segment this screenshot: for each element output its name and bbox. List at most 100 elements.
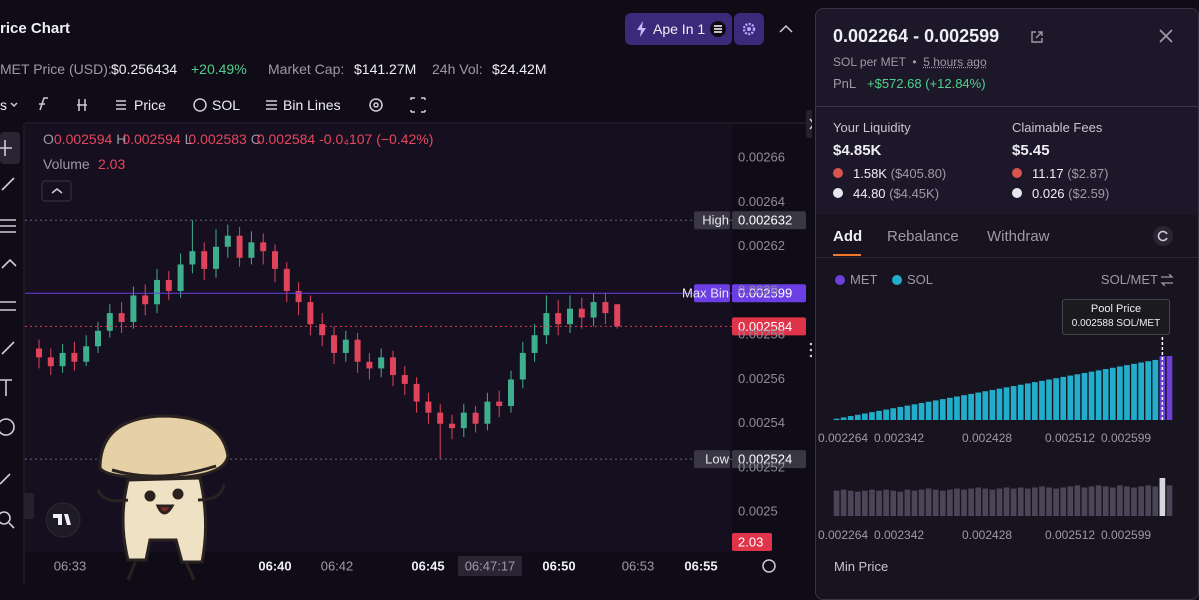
candle-body bbox=[378, 357, 385, 369]
candle-body bbox=[201, 251, 208, 269]
liquidity-bar bbox=[1032, 382, 1038, 420]
x-tick-label: 06:42 bbox=[321, 558, 354, 573]
liquidity-bar bbox=[968, 393, 974, 420]
candle-body bbox=[413, 383, 420, 402]
tooltip: Pool Price 0.002588 SOL/MET bbox=[1062, 299, 1170, 335]
refresh-button[interactable] bbox=[1153, 226, 1173, 246]
settings-button[interactable] bbox=[734, 13, 764, 45]
bin-bar bbox=[947, 489, 953, 516]
collapse-button[interactable] bbox=[41, 180, 72, 202]
legend-swatch bbox=[892, 275, 902, 285]
sol-icon bbox=[833, 188, 843, 198]
candle-body bbox=[307, 302, 314, 325]
price-change: +20.49% bbox=[191, 61, 247, 77]
bin-bar bbox=[1124, 486, 1130, 516]
candle-body bbox=[142, 295, 149, 305]
bin-bar bbox=[968, 488, 974, 516]
settings-icon[interactable] bbox=[762, 559, 776, 573]
external-link[interactable] bbox=[1030, 30, 1044, 44]
divider bbox=[816, 106, 1198, 107]
liquidity-bar bbox=[1003, 387, 1010, 420]
pool-price: 0.002588 SOL/MET bbox=[1071, 318, 1161, 329]
swap-icon[interactable] bbox=[1160, 274, 1174, 286]
drawing-toolbar[interactable] bbox=[0, 132, 20, 529]
y-tick-label: 0.0026 bbox=[738, 282, 778, 297]
tab[interactable]: Rebalance bbox=[887, 228, 959, 245]
candle-body bbox=[47, 357, 54, 367]
liquidity-bar bbox=[1145, 361, 1152, 420]
tab[interactable]: Withdraw bbox=[987, 228, 1050, 245]
candle-body bbox=[130, 295, 137, 322]
price-tag bbox=[732, 284, 806, 303]
candles bbox=[25, 219, 732, 460]
mascot bbox=[96, 414, 230, 581]
candle-body bbox=[283, 268, 290, 291]
tab[interactable]: Add bbox=[833, 228, 863, 245]
liquidity-bar bbox=[989, 389, 996, 420]
price-tag-value: 0.002632 bbox=[738, 213, 792, 228]
bin-bar bbox=[1117, 485, 1123, 516]
bin-bar bbox=[939, 490, 946, 516]
bin-bar bbox=[925, 488, 932, 516]
liquidity-bar bbox=[925, 401, 932, 420]
pool-price-label: Pool Price bbox=[1090, 303, 1142, 315]
price-tag-value: 0.002599 bbox=[738, 286, 792, 301]
l-label: L bbox=[184, 131, 193, 147]
candle-body bbox=[496, 401, 503, 407]
liquidity-bar bbox=[982, 391, 989, 420]
ohlc-legend: O0.002594 H0.002594 L0.002583 C0.002584 … bbox=[43, 130, 433, 148]
bin-bar bbox=[961, 489, 967, 516]
bin-bar bbox=[833, 490, 840, 516]
level-tag bbox=[694, 450, 730, 469]
bin-bar bbox=[1102, 486, 1109, 516]
bin-bar bbox=[954, 488, 960, 516]
candle-body bbox=[295, 290, 302, 303]
bin-lines-toggle[interactable]: Bin Lines bbox=[283, 97, 341, 113]
price-toggle[interactable]: Price bbox=[134, 97, 166, 113]
candle-body bbox=[106, 313, 113, 331]
x-tick-label: 0.002512 bbox=[1045, 528, 1095, 542]
candle-body bbox=[36, 348, 42, 358]
price-label: MET Price (USD): bbox=[0, 61, 112, 77]
candle-body bbox=[224, 235, 231, 247]
liquidity-bar bbox=[847, 416, 854, 420]
candle-body bbox=[260, 242, 267, 252]
ape-button[interactable]: Ape In 1 bbox=[625, 13, 732, 45]
sol-icon bbox=[710, 21, 726, 37]
candle-body bbox=[508, 379, 514, 407]
close-button[interactable] bbox=[1158, 28, 1174, 44]
panel-header bbox=[816, 9, 1198, 215]
liquidity-bar bbox=[1102, 369, 1109, 420]
min-price-label: Min Price bbox=[834, 559, 889, 574]
liquidity-bar bbox=[1046, 379, 1052, 420]
liquidity-bar bbox=[1152, 359, 1159, 420]
panel-toggle[interactable] bbox=[806, 110, 812, 138]
toolbar-icons[interactable] bbox=[10, 24, 793, 113]
unit: SOL per MET • 5 hours ago bbox=[833, 55, 987, 69]
level-tag-label: Low bbox=[705, 452, 729, 467]
liquidity-bar bbox=[1024, 383, 1031, 420]
interval[interactable]: s bbox=[0, 97, 7, 113]
price-tag bbox=[732, 317, 806, 336]
candle-body bbox=[189, 251, 196, 265]
liquidity-bar bbox=[904, 405, 911, 420]
legend-label: MET bbox=[850, 272, 878, 287]
side-toggle[interactable] bbox=[24, 493, 34, 519]
liquidity-bar bbox=[947, 397, 953, 420]
bin-bar bbox=[876, 490, 882, 516]
candle-body bbox=[342, 339, 349, 353]
liquidity-bar bbox=[975, 392, 982, 420]
pair[interactable]: SOL/MET bbox=[1100, 272, 1158, 287]
bin-bar bbox=[847, 490, 854, 516]
candle-body bbox=[59, 352, 66, 367]
currency-toggle[interactable]: SOL bbox=[212, 97, 241, 113]
tab-underline bbox=[833, 254, 861, 256]
candle-body bbox=[531, 335, 538, 353]
candle-body bbox=[331, 335, 337, 353]
price-tag bbox=[732, 450, 806, 469]
candle-body bbox=[390, 357, 396, 376]
liquidity-bar bbox=[1081, 372, 1088, 420]
liquidity-bar bbox=[862, 413, 868, 420]
liquidity-bar bbox=[918, 403, 925, 420]
tradingview-logo bbox=[45, 502, 81, 538]
